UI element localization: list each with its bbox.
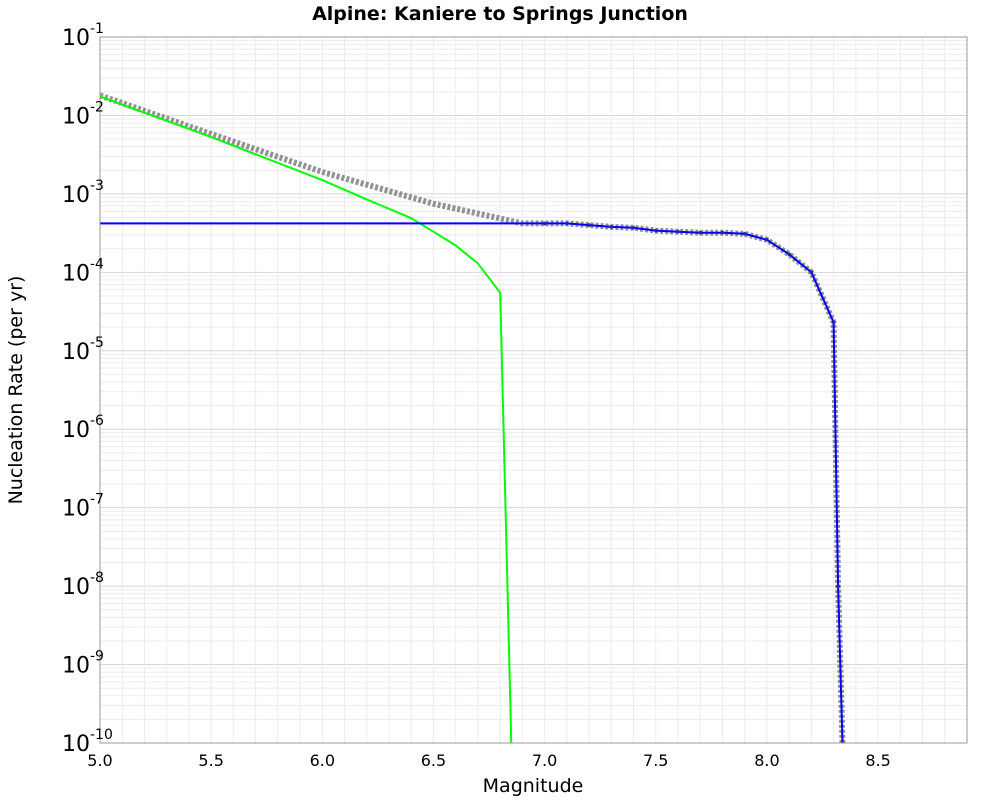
y-axis-ticks: 10-110-210-310-410-510-610-710-810-910-1… xyxy=(62,21,113,757)
x-tick-label: 5.5 xyxy=(198,751,223,770)
y-tick-base: 10 xyxy=(62,26,90,51)
series-point-characteristic xyxy=(676,229,680,234)
y-tick-label: 10-3 xyxy=(62,178,104,208)
y-tick-label: 10-4 xyxy=(62,256,104,286)
series-point-characteristic xyxy=(565,221,569,226)
series-point-characteristic xyxy=(787,252,791,257)
y-tick-exponent: -7 xyxy=(90,492,104,508)
y-tick-label: 10-8 xyxy=(62,570,104,600)
grid xyxy=(100,36,967,744)
y-tick-exponent: -3 xyxy=(90,178,104,194)
y-tick-base: 10 xyxy=(62,261,90,286)
y-axis-label: Nucleation Rate (per yr) xyxy=(5,276,27,505)
series-point-characteristic xyxy=(609,225,614,229)
plot-frame xyxy=(99,36,968,744)
y-tick-label: 10-10 xyxy=(62,727,113,757)
y-tick-exponent: -6 xyxy=(90,413,104,429)
y-tick-base: 10 xyxy=(62,654,90,679)
series-point-characteristic xyxy=(809,270,814,275)
y-tick-label: 10-9 xyxy=(62,649,104,679)
series-point-characteristic xyxy=(720,230,725,235)
y-tick-base: 10 xyxy=(62,418,90,443)
series-point-characteristic xyxy=(836,584,840,588)
y-tick-exponent: -8 xyxy=(90,570,104,586)
chart-title: Alpine: Kaniere to Springs Junction xyxy=(312,3,688,25)
y-tick-base: 10 xyxy=(62,575,90,600)
series-point-characteristic xyxy=(542,221,547,226)
x-tick-label: 7.5 xyxy=(643,751,668,770)
x-tick-label: 7.0 xyxy=(532,751,557,770)
y-tick-base: 10 xyxy=(62,104,90,129)
y-tick-exponent: -1 xyxy=(90,21,104,37)
series-point-characteristic xyxy=(831,320,836,325)
series-point-characteristic xyxy=(653,228,658,233)
y-tick-exponent: -2 xyxy=(90,99,104,115)
x-tick-label: 8.0 xyxy=(754,751,779,770)
y-tick-label: 10-1 xyxy=(62,21,104,51)
y-tick-exponent: -4 xyxy=(90,256,104,272)
x-tick-label: 6.5 xyxy=(421,751,446,770)
series-layer xyxy=(100,92,846,743)
y-tick-label: 10-5 xyxy=(62,335,104,365)
x-tick-label: 6.0 xyxy=(310,751,335,770)
series-line-characteristic xyxy=(100,222,844,743)
y-tick-base: 10 xyxy=(62,732,90,757)
series-point-characteristic xyxy=(587,223,591,227)
y-tick-base: 10 xyxy=(62,340,90,365)
series-point-characteristic xyxy=(765,237,769,242)
series-line-gutenberg-richter xyxy=(100,95,513,743)
x-axis-ticks: 5.0 5.5 6.0 6.5 7.0 7.5 8.0 8.5 xyxy=(87,751,891,770)
x-tick-label: 8.5 xyxy=(865,751,890,770)
y-tick-base: 10 xyxy=(62,183,90,208)
series-point-characteristic xyxy=(698,230,703,235)
y-tick-base: 10 xyxy=(62,497,90,522)
y-tick-exponent: -5 xyxy=(90,335,104,351)
y-tick-label: 10-6 xyxy=(62,413,104,443)
y-tick-label: 10-2 xyxy=(62,99,104,129)
series-point-characteristic xyxy=(742,231,747,236)
x-tick-label: 5.0 xyxy=(87,751,112,770)
plot-area xyxy=(100,37,967,743)
x-axis-label: Magnitude xyxy=(483,775,584,797)
series-point-characteristic xyxy=(631,225,636,230)
y-tick-exponent: -9 xyxy=(90,649,104,665)
y-tick-label: 10-7 xyxy=(62,492,104,522)
y-tick-exponent: -10 xyxy=(90,727,113,743)
